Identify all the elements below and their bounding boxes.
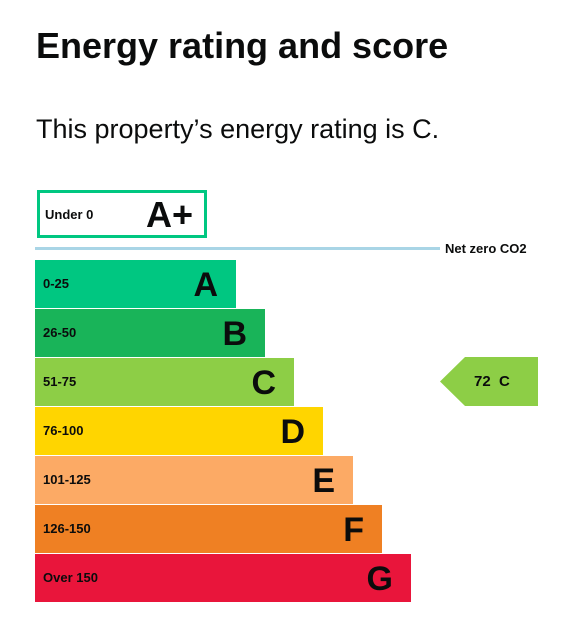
band-b: 26-50 B	[35, 309, 265, 357]
band-a-plus-letter: A+	[146, 194, 194, 235]
band-c-range: 51-75	[43, 374, 77, 389]
band-c: 51-75 C	[35, 358, 294, 406]
band-a-range: 0-25	[43, 276, 70, 291]
page-title: Energy rating and score	[36, 25, 449, 66]
current-rating-arrow-shape	[440, 357, 538, 406]
band-f-range: 126-150	[43, 521, 91, 536]
band-a-plus: Under 0 A+	[37, 190, 207, 238]
band-a: 0-25 A	[35, 260, 236, 308]
band-d-range: 76-100	[43, 423, 84, 438]
band-e: 101-125 E	[35, 456, 353, 504]
band-d-letter: D	[280, 413, 305, 451]
band-b-letter: B	[222, 315, 247, 353]
band-g-letter: G	[366, 560, 393, 598]
net-zero-line	[35, 247, 440, 250]
current-rating-arrow: 72 C	[440, 357, 538, 406]
band-f-letter: F	[343, 511, 364, 549]
band-d: 76-100 D	[35, 407, 323, 455]
band-f: 126-150 F	[35, 505, 382, 553]
band-b-range: 26-50	[43, 325, 77, 340]
band-g: Over 150 G	[35, 554, 411, 602]
band-e-range: 101-125	[43, 472, 91, 487]
net-zero-label: Net zero CO2	[445, 241, 527, 256]
energy-rating-summary: This property’s energy rating is C.	[36, 114, 440, 144]
band-g-range: Over 150	[43, 570, 98, 585]
current-rating-score: 72 C	[474, 373, 510, 390]
band-e-letter: E	[312, 462, 335, 500]
band-c-letter: C	[251, 364, 276, 402]
band-a-plus-range: Under 0	[45, 207, 94, 222]
band-a-letter: A	[193, 266, 218, 304]
